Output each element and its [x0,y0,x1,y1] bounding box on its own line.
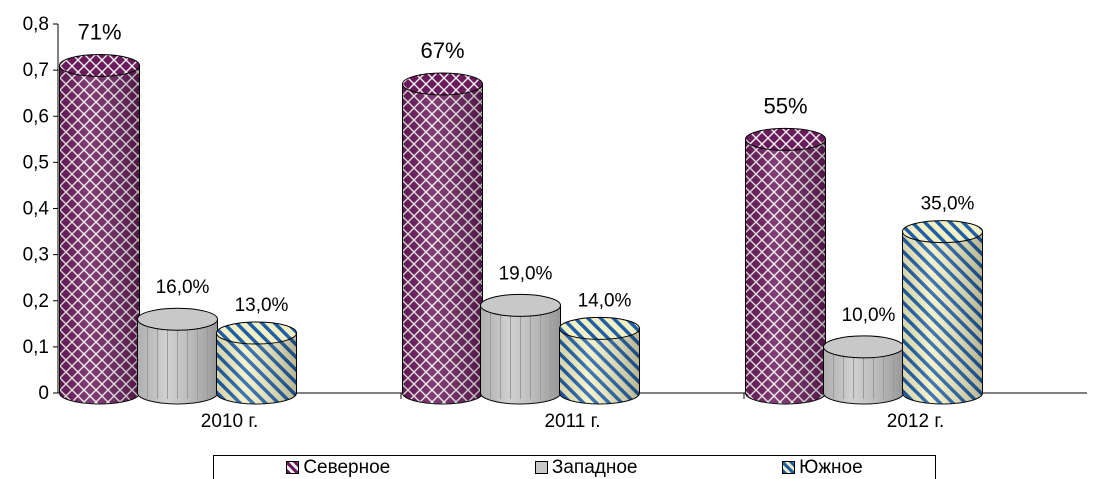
data-label: 16,0% [156,277,210,298]
y-tick-label: 0,7 [23,60,49,81]
bar-shade [745,139,826,404]
bar-shade [902,231,983,404]
data-label: 35,0% [921,194,975,215]
bar-west [823,335,904,405]
data-label: 13,0% [235,295,289,316]
legend-label-north: Северное [303,456,391,478]
bar-top [823,335,904,359]
bar-top [902,220,983,244]
legend-item-south: Южное [782,457,863,479]
bar-shade [59,65,140,404]
legend-swatch-north [286,461,300,474]
bar-top [59,54,140,78]
bar-shade [216,333,297,404]
bar-top [216,321,297,345]
y-tick-label: 0,3 [23,245,49,266]
bars [59,54,983,405]
bar-south [216,321,297,405]
bar-top [480,293,561,317]
y-tick-label: 0,2 [23,291,49,312]
bar-top [745,127,826,151]
data-label: 19,0% [499,263,553,284]
data-label: 10,0% [842,305,896,326]
x-tick-label: 2012 г. [887,411,944,432]
bar-west [137,307,218,405]
axes: 0 0,1 0,2 0,3 0,4 0,5 0,6 0,7 0,8 2010 г. 2011 г. 2… [23,14,1087,432]
x-tick-label: 2010 г. [201,411,258,432]
bar-south [559,316,640,405]
y-tick-label: 0,6 [23,106,49,127]
data-label: 67% [420,38,464,63]
data-label: 55% [763,93,807,118]
y-tick-label: 0,1 [23,337,49,358]
bar-top [559,316,640,340]
legend-swatch-west [534,461,548,474]
bar-top [402,72,483,96]
legend-item-west: Западное [534,456,638,479]
x-tick-label: 2011 г. [544,411,600,432]
bar-north [745,127,826,405]
y-tick-label: 0,4 [23,199,50,220]
data-labels: 71% 67% 55% 16,0% 19,0% 10,0% 13,0% 14,0% 35,0% [77,20,974,326]
legend-label-west: Западное [551,456,638,478]
bar-west [480,293,561,405]
legend-label-south: Южное [799,456,863,478]
bar-top [137,307,218,331]
bar-south [902,220,983,405]
y-tick-label: 0,8 [23,14,49,35]
data-label: 71% [77,20,121,45]
bar-chart: 0 0,1 0,2 0,3 0,4 0,5 0,6 0,7 0,8 2010 г. 2011 г. 2… [23,14,1087,432]
y-tick-label: 0,5 [23,152,49,173]
y-tick-label: 0 [38,383,49,404]
bar-shade [559,328,640,404]
legend-item-north: Северное [286,457,390,479]
data-label: 14,0% [578,290,632,311]
legend-swatch-south [782,461,796,474]
bar-north [402,72,483,405]
bar-shade [402,83,483,405]
bar-north [59,54,140,405]
legend: Северное Западное Южное [213,455,936,479]
